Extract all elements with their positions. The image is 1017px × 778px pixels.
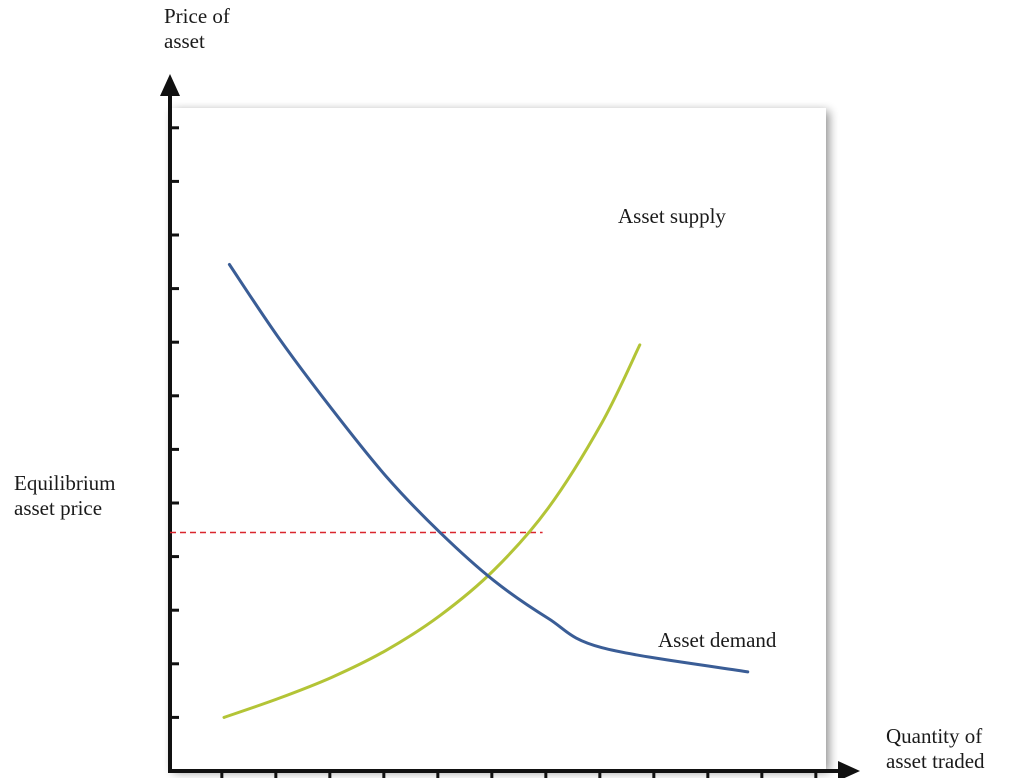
- x-axis-label-line-1: Quantity of: [886, 724, 983, 748]
- equilibrium-label-line-2: asset price: [14, 496, 103, 520]
- y-axis-label: Price of asset: [164, 4, 230, 54]
- asset-supply-curve: [222, 343, 642, 719]
- plot-area: [170, 108, 826, 769]
- x-axis-arrowhead: [838, 761, 860, 778]
- asset-demand-label: Asset demand: [658, 628, 777, 652]
- y-axis-label-line-2: asset: [164, 29, 205, 53]
- x-axis-label: Quantity of asset traded: [886, 724, 985, 774]
- equilibrium-price-label: Equilibrium asset price: [14, 471, 116, 521]
- series-layer: [222, 262, 750, 719]
- x-axis-label-line-2: asset traded: [886, 749, 985, 773]
- equilibrium-label-line-1: Equilibrium: [14, 471, 116, 495]
- y-axis-arrowhead: [160, 74, 180, 96]
- asset-demand-curve: [227, 262, 750, 674]
- asset-supply-label: Asset supply: [618, 204, 726, 228]
- y-axis-label-line-1: Price of: [164, 4, 230, 28]
